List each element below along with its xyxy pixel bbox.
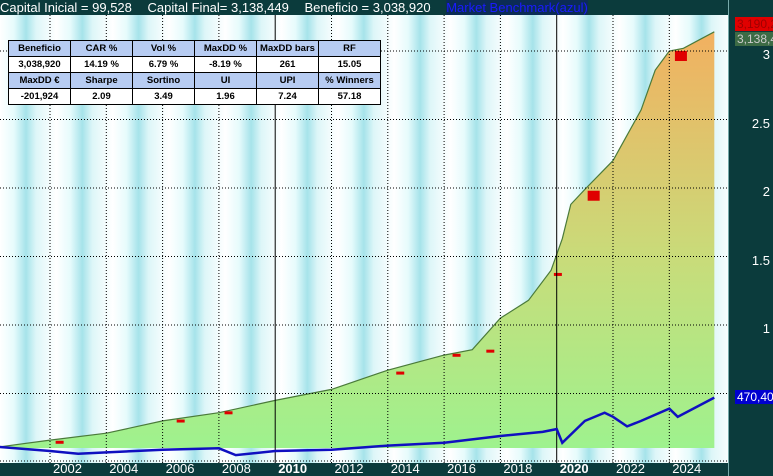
y-tick-label: 1 [762,321,770,336]
summary-header: Capital Inicial = 99,528 Capital Final= … [0,0,728,15]
stat-header: MaxDD bars [256,40,319,57]
equity-high-tag: 3,190,2 [735,17,773,31]
equity-last-tag: 3,138,4 [735,32,773,46]
stat-header: Sharpe [70,72,133,89]
x-tick-label: 2016 [447,461,477,476]
drawdown-mark [452,353,461,357]
stats-value-row: -201,924 2.09 3.49 1.96 7.24 57.18 [8,88,381,105]
stat-header: CAR % [70,40,133,57]
stat-header: % Winners [318,72,381,89]
drawdown-mark [176,419,185,423]
equity-chart [0,15,728,463]
stat-value: 3,038,920 [8,56,71,73]
y-tick-label: 3 [762,47,770,62]
y-axis [728,0,773,476]
x-tick-label: 2002 [53,461,82,476]
x-tick-label: 2024 [672,461,702,476]
stat-header: Vol % [132,40,195,57]
equity-line [0,31,715,448]
x-tick-label: 2018 [503,461,533,476]
stat-value: 7.24 [256,88,319,105]
stat-header: Beneficio [8,40,71,57]
stat-header: MaxDD € [8,72,71,89]
stat-value: 14.19 % [70,56,133,73]
benchmark-legend: Market Benchmark(azul) [446,0,588,15]
drawdown-mark [486,349,495,353]
stat-value: -8.19 % [194,56,257,73]
x-tick-label: 2014 [390,461,420,476]
x-tick-label: 2010 [278,461,308,476]
y-tick-label: 2.5 [751,115,770,131]
x-tick-label: 2020 [559,461,589,476]
stats-header-row: MaxDD € Sharpe Sortino UI UPI % Winners [8,72,381,89]
stat-header: RF [318,40,381,57]
drawdown-mark [587,190,600,201]
x-tick-label: 2006 [165,461,195,476]
x-tick-label: 2012 [334,461,364,476]
stat-header: MaxDD % [194,40,257,57]
stats-header-row: Beneficio CAR % Vol % MaxDD % MaxDD bars… [8,40,381,57]
stat-header: UI [194,72,257,89]
y-tick-label: 2 [762,184,770,199]
drawdown-mark [674,51,687,61]
y-tick-label: 1.5 [751,252,770,268]
stat-value: 57.18 [318,88,381,105]
x-axis [0,463,728,476]
stat-value: 6.79 % [132,56,195,73]
capital-final: Capital Final= 3,138,449 [147,0,289,15]
stat-value: 1.96 [194,88,257,105]
x-tick-label: 2008 [221,461,251,476]
capital-inicial: Capital Inicial = 99,528 [0,0,132,15]
drawdown-mark [224,411,233,415]
beneficio: Beneficio = 3,038,920 [304,0,431,15]
benchmark-last-tag: 470,40 [735,390,773,404]
drawdown-mark [396,371,405,375]
stat-value: 2.09 [70,88,133,105]
stat-value: 3.49 [132,88,195,105]
x-tick-label: 2022 [616,461,645,476]
stat-header: UPI [256,72,319,89]
x-tick-label: 2004 [109,461,139,476]
drawdown-mark [55,440,64,444]
stat-value: 261 [256,56,319,73]
drawdown-mark [553,272,562,276]
stat-value: -201,924 [8,88,71,105]
stat-value: 15.05 [318,56,381,73]
benchmark-line [0,396,715,457]
stat-header: Sortino [132,72,195,89]
stats-table: Beneficio CAR % Vol % MaxDD % MaxDD bars… [8,40,381,105]
equity-area [0,31,715,448]
stats-value-row: 3,038,920 14.19 % 6.79 % -8.19 % 261 15.… [8,56,381,73]
